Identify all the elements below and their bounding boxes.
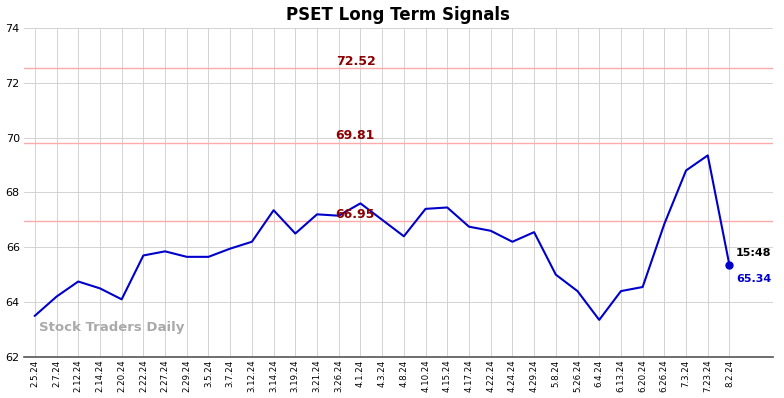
Text: 69.81: 69.81 (336, 129, 375, 142)
Text: 72.52: 72.52 (336, 55, 376, 68)
Text: Stock Traders Daily: Stock Traders Daily (39, 321, 184, 334)
Text: 15:48: 15:48 (736, 248, 771, 258)
Text: 66.95: 66.95 (336, 208, 375, 221)
Text: 65.34: 65.34 (736, 274, 771, 284)
Title: PSET Long Term Signals: PSET Long Term Signals (286, 6, 510, 23)
